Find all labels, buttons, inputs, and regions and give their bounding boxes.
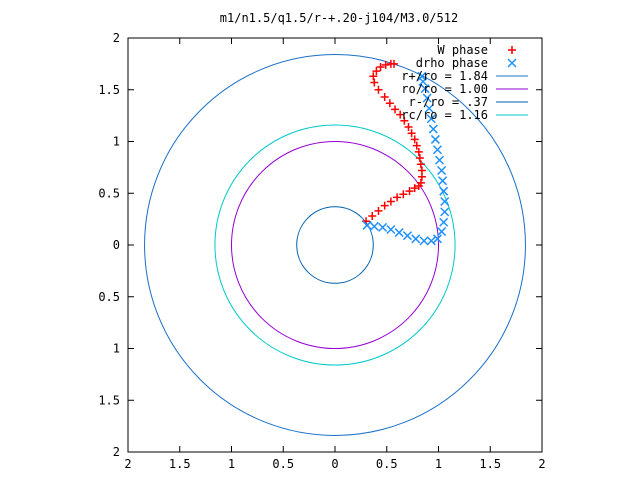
reference-circle xyxy=(214,124,456,366)
legend-label: r+/ro = 1.84 xyxy=(401,69,488,83)
drho-phase-point xyxy=(394,228,404,238)
w-phase-point xyxy=(404,123,413,132)
drho-phase-point xyxy=(439,186,449,196)
x-tick-label: 0 xyxy=(331,457,338,471)
y-tick-label: 0 xyxy=(113,238,120,252)
w-phase-point xyxy=(376,62,385,71)
w-phase-point xyxy=(393,193,402,202)
w-phase-point xyxy=(410,135,419,144)
legend-marker xyxy=(508,46,516,54)
drho-phase-point xyxy=(386,224,396,235)
legend-label: rc/ro = 1.16 xyxy=(401,108,488,122)
drho-phase-point xyxy=(428,124,438,134)
drho-phase-point xyxy=(440,207,450,217)
drho-phase-point xyxy=(411,234,421,244)
w-phase-point xyxy=(399,190,408,199)
legend-label: W phase xyxy=(437,43,488,57)
w-phase-point xyxy=(416,160,425,169)
w-phase-point xyxy=(412,141,421,150)
w-phase-point xyxy=(370,78,379,87)
x-tick-label: 1.5 xyxy=(169,457,191,471)
y-tick-label: 2 xyxy=(113,31,120,45)
y-tick-label: 1.5 xyxy=(98,83,120,97)
y-tick-label: 1.5 xyxy=(98,393,120,407)
drho-phase-point xyxy=(424,103,434,113)
reference-circle xyxy=(231,141,439,349)
w-phase-point xyxy=(381,60,390,69)
drho-phase-point xyxy=(426,114,436,124)
y-tick-label: 0.5 xyxy=(98,290,120,304)
w-phase-point xyxy=(369,72,378,81)
drho-phase-point xyxy=(378,222,388,232)
y-tick-label: 2 xyxy=(113,445,120,459)
drho-phase-point xyxy=(419,236,429,246)
drho-phase-point xyxy=(402,231,412,241)
x-tick-label: 1 xyxy=(435,457,442,471)
legend-label: r-/ro = .37 xyxy=(409,95,488,109)
drho-phase-point xyxy=(440,196,450,207)
w-phase-point xyxy=(407,129,416,138)
drho-phase-point xyxy=(426,236,436,246)
w-phase-point xyxy=(391,105,400,114)
x-tick-label: 0.5 xyxy=(272,457,294,471)
w-phase-point xyxy=(410,184,419,193)
drho-phase-point xyxy=(430,134,440,144)
reference-circle xyxy=(144,54,526,436)
legend-marker xyxy=(507,58,517,68)
reference-circles xyxy=(144,54,526,436)
drho-phase-point xyxy=(362,220,372,230)
w-phase-point xyxy=(417,166,426,175)
drho-phase-point xyxy=(422,93,432,103)
y-tick-label: 0.5 xyxy=(98,186,120,200)
w-phase-point xyxy=(374,206,383,215)
legend-label: drho phase xyxy=(416,56,488,70)
x-tick-label: 2 xyxy=(538,457,545,471)
drho-phase-point xyxy=(417,71,427,81)
w-phase-point xyxy=(374,85,383,94)
chart-title: m1/n1.5/q1.5/r-+.20-j104/M3.0/512 xyxy=(220,11,458,25)
drho-phase-point xyxy=(435,155,445,165)
y-tick-label: 1 xyxy=(113,342,120,356)
w-phase-point xyxy=(415,154,424,163)
x-tick-label: 0.5 xyxy=(376,457,398,471)
drho-phase-point xyxy=(420,84,430,94)
y-tick-label: 1 xyxy=(113,135,120,149)
w-phase-point xyxy=(400,116,409,125)
reference-circle xyxy=(296,206,374,284)
w-phase-point xyxy=(380,92,389,101)
x-tick-label: 2 xyxy=(124,457,131,471)
w-phase-point xyxy=(368,212,377,221)
w-phase-point xyxy=(405,187,414,196)
x-tick-label: 1.5 xyxy=(479,457,501,471)
axis-ticks: 2 1.5 1 0.5 0 0.5 1 1.5 221.510.500.511.52 xyxy=(98,31,545,471)
drho-phase-point xyxy=(439,217,449,227)
w-phase-point xyxy=(396,110,405,119)
w-phase-point xyxy=(385,99,394,108)
phase-markers xyxy=(362,59,450,246)
w-phase-point xyxy=(414,147,423,156)
drho-phase-point xyxy=(369,221,379,231)
w-phase-point xyxy=(380,201,389,210)
legend-label: ro/ro = 1.00 xyxy=(401,82,488,96)
drho-phase-point xyxy=(432,145,442,155)
drho-phase-point xyxy=(437,165,447,176)
w-phase-point xyxy=(389,59,398,68)
w-phase-point xyxy=(386,197,395,206)
x-tick-label: 1 xyxy=(228,457,235,471)
w-phase-point xyxy=(416,178,425,187)
w-phase-point xyxy=(372,67,381,76)
drho-phase-point xyxy=(437,227,447,237)
drho-phase-point xyxy=(438,176,448,186)
drho-phase-point xyxy=(432,234,442,244)
